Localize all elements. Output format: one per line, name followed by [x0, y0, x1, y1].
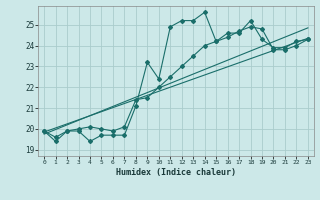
X-axis label: Humidex (Indice chaleur): Humidex (Indice chaleur)	[116, 168, 236, 177]
